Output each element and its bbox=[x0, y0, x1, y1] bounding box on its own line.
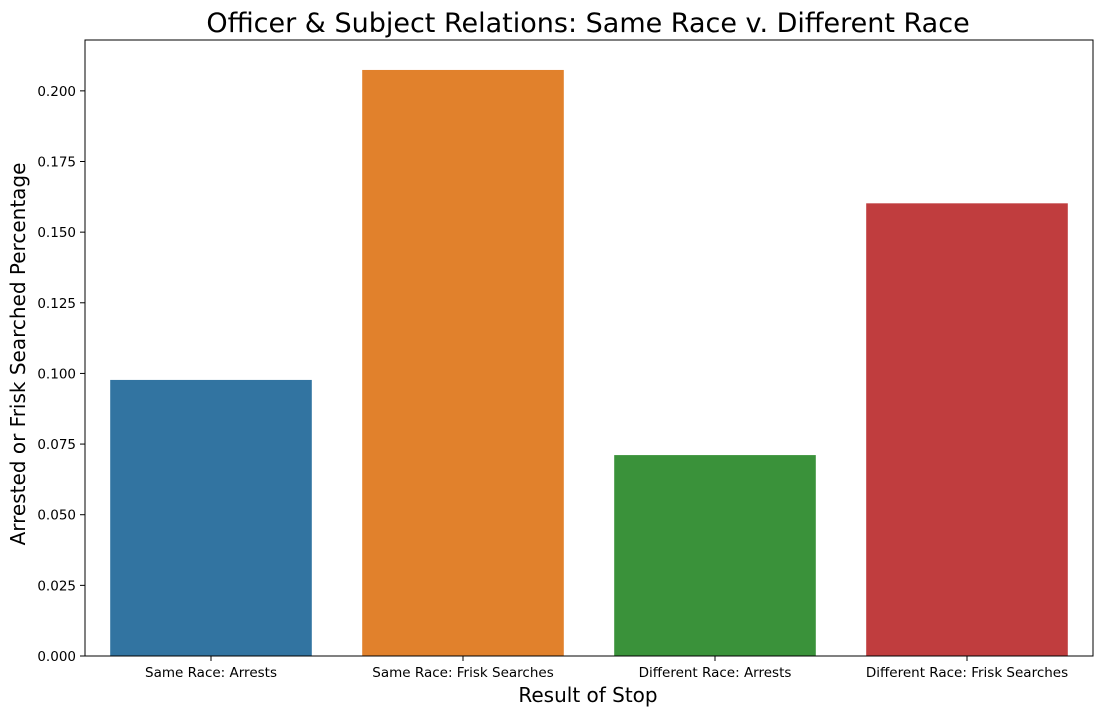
plot-area: Same Race: Arrests Same Race: Frisk Searc… bbox=[37, 39, 1094, 681]
y-tick-label: 0.200 bbox=[37, 84, 76, 100]
y-tick-label: 0.050 bbox=[37, 508, 76, 524]
y-tick-label: 0.075 bbox=[37, 437, 76, 453]
bar bbox=[362, 69, 564, 656]
bar bbox=[614, 455, 816, 656]
y-tick-label: 0.025 bbox=[37, 578, 76, 594]
y-tick-label: 0.100 bbox=[37, 366, 76, 382]
x-tick-label: Different Race: Arrests bbox=[639, 665, 792, 681]
y-tick-label: 0.150 bbox=[37, 225, 76, 241]
x-tick-label: Same Race: Frisk Searches bbox=[372, 665, 553, 681]
y-tick-label: 0.175 bbox=[37, 155, 76, 171]
y-axis-label: Arrested or Frisk Searched Percentage bbox=[6, 163, 30, 546]
plot-frame bbox=[84, 39, 1094, 657]
x-axis-label: Result of Stop bbox=[518, 683, 657, 707]
x-tick-label: Different Race: Frisk Searches bbox=[866, 665, 1068, 681]
chart-title: Officer & Subject Relations: Same Race v… bbox=[206, 8, 969, 39]
y-tick-label: 0.125 bbox=[37, 296, 76, 312]
y-tick-label: 0.000 bbox=[37, 649, 76, 665]
bar bbox=[110, 379, 312, 656]
x-tick-label: Same Race: Arrests bbox=[145, 665, 277, 681]
bar bbox=[866, 203, 1068, 656]
